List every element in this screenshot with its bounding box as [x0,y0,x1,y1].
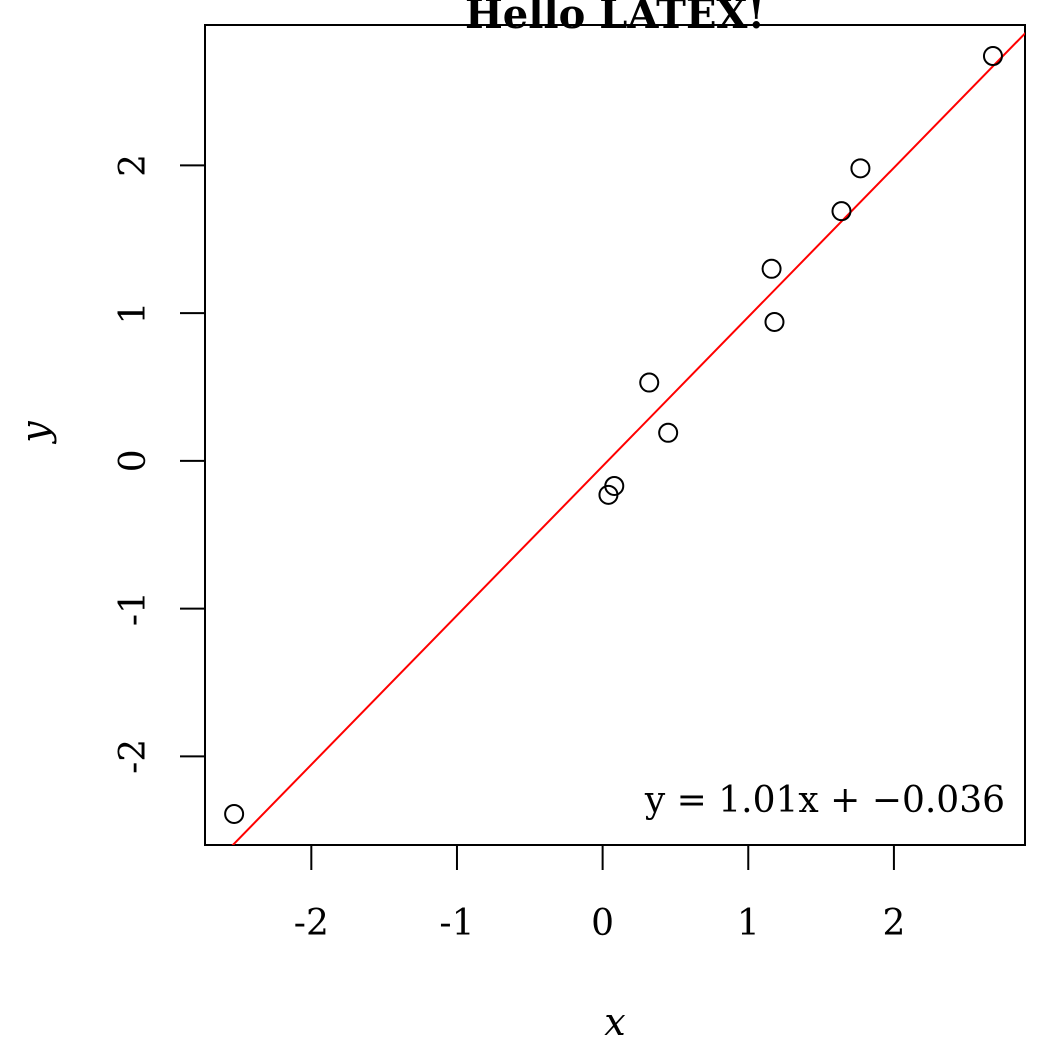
regression-equation: y = 1.01x + −0.036 [644,780,1005,821]
y-tick-label: -2 [113,739,154,774]
data-point [850,158,871,179]
plot-frame [204,24,1026,846]
x-tick-label: 0 [591,903,614,944]
data-point [639,372,660,393]
data-point [224,803,245,824]
y-tick-label: 0 [113,449,154,472]
data-point [764,311,785,332]
x-tick-label: -2 [294,903,329,944]
y-axis: -2 -1 0 1 2 [113,154,205,774]
y-axis-title: y [13,421,57,445]
data-points [224,46,1003,824]
x-tick-label: -1 [439,903,474,944]
data-point [761,258,782,279]
y-tick-label: 1 [113,302,154,325]
y-tick-label: 2 [113,154,154,177]
data-point [604,475,625,496]
x-axis-title: x [604,1000,625,1044]
regression-line [231,31,1025,845]
chart-title: Hello LATEX! [465,0,765,38]
x-tick-label: 2 [882,903,905,944]
y-tick-label: -1 [113,591,154,626]
x-axis: -2 -1 0 1 2 [294,845,905,944]
data-point [658,422,679,443]
data-point [831,201,852,222]
x-tick-label: 1 [737,903,760,944]
data-point [982,46,1003,67]
